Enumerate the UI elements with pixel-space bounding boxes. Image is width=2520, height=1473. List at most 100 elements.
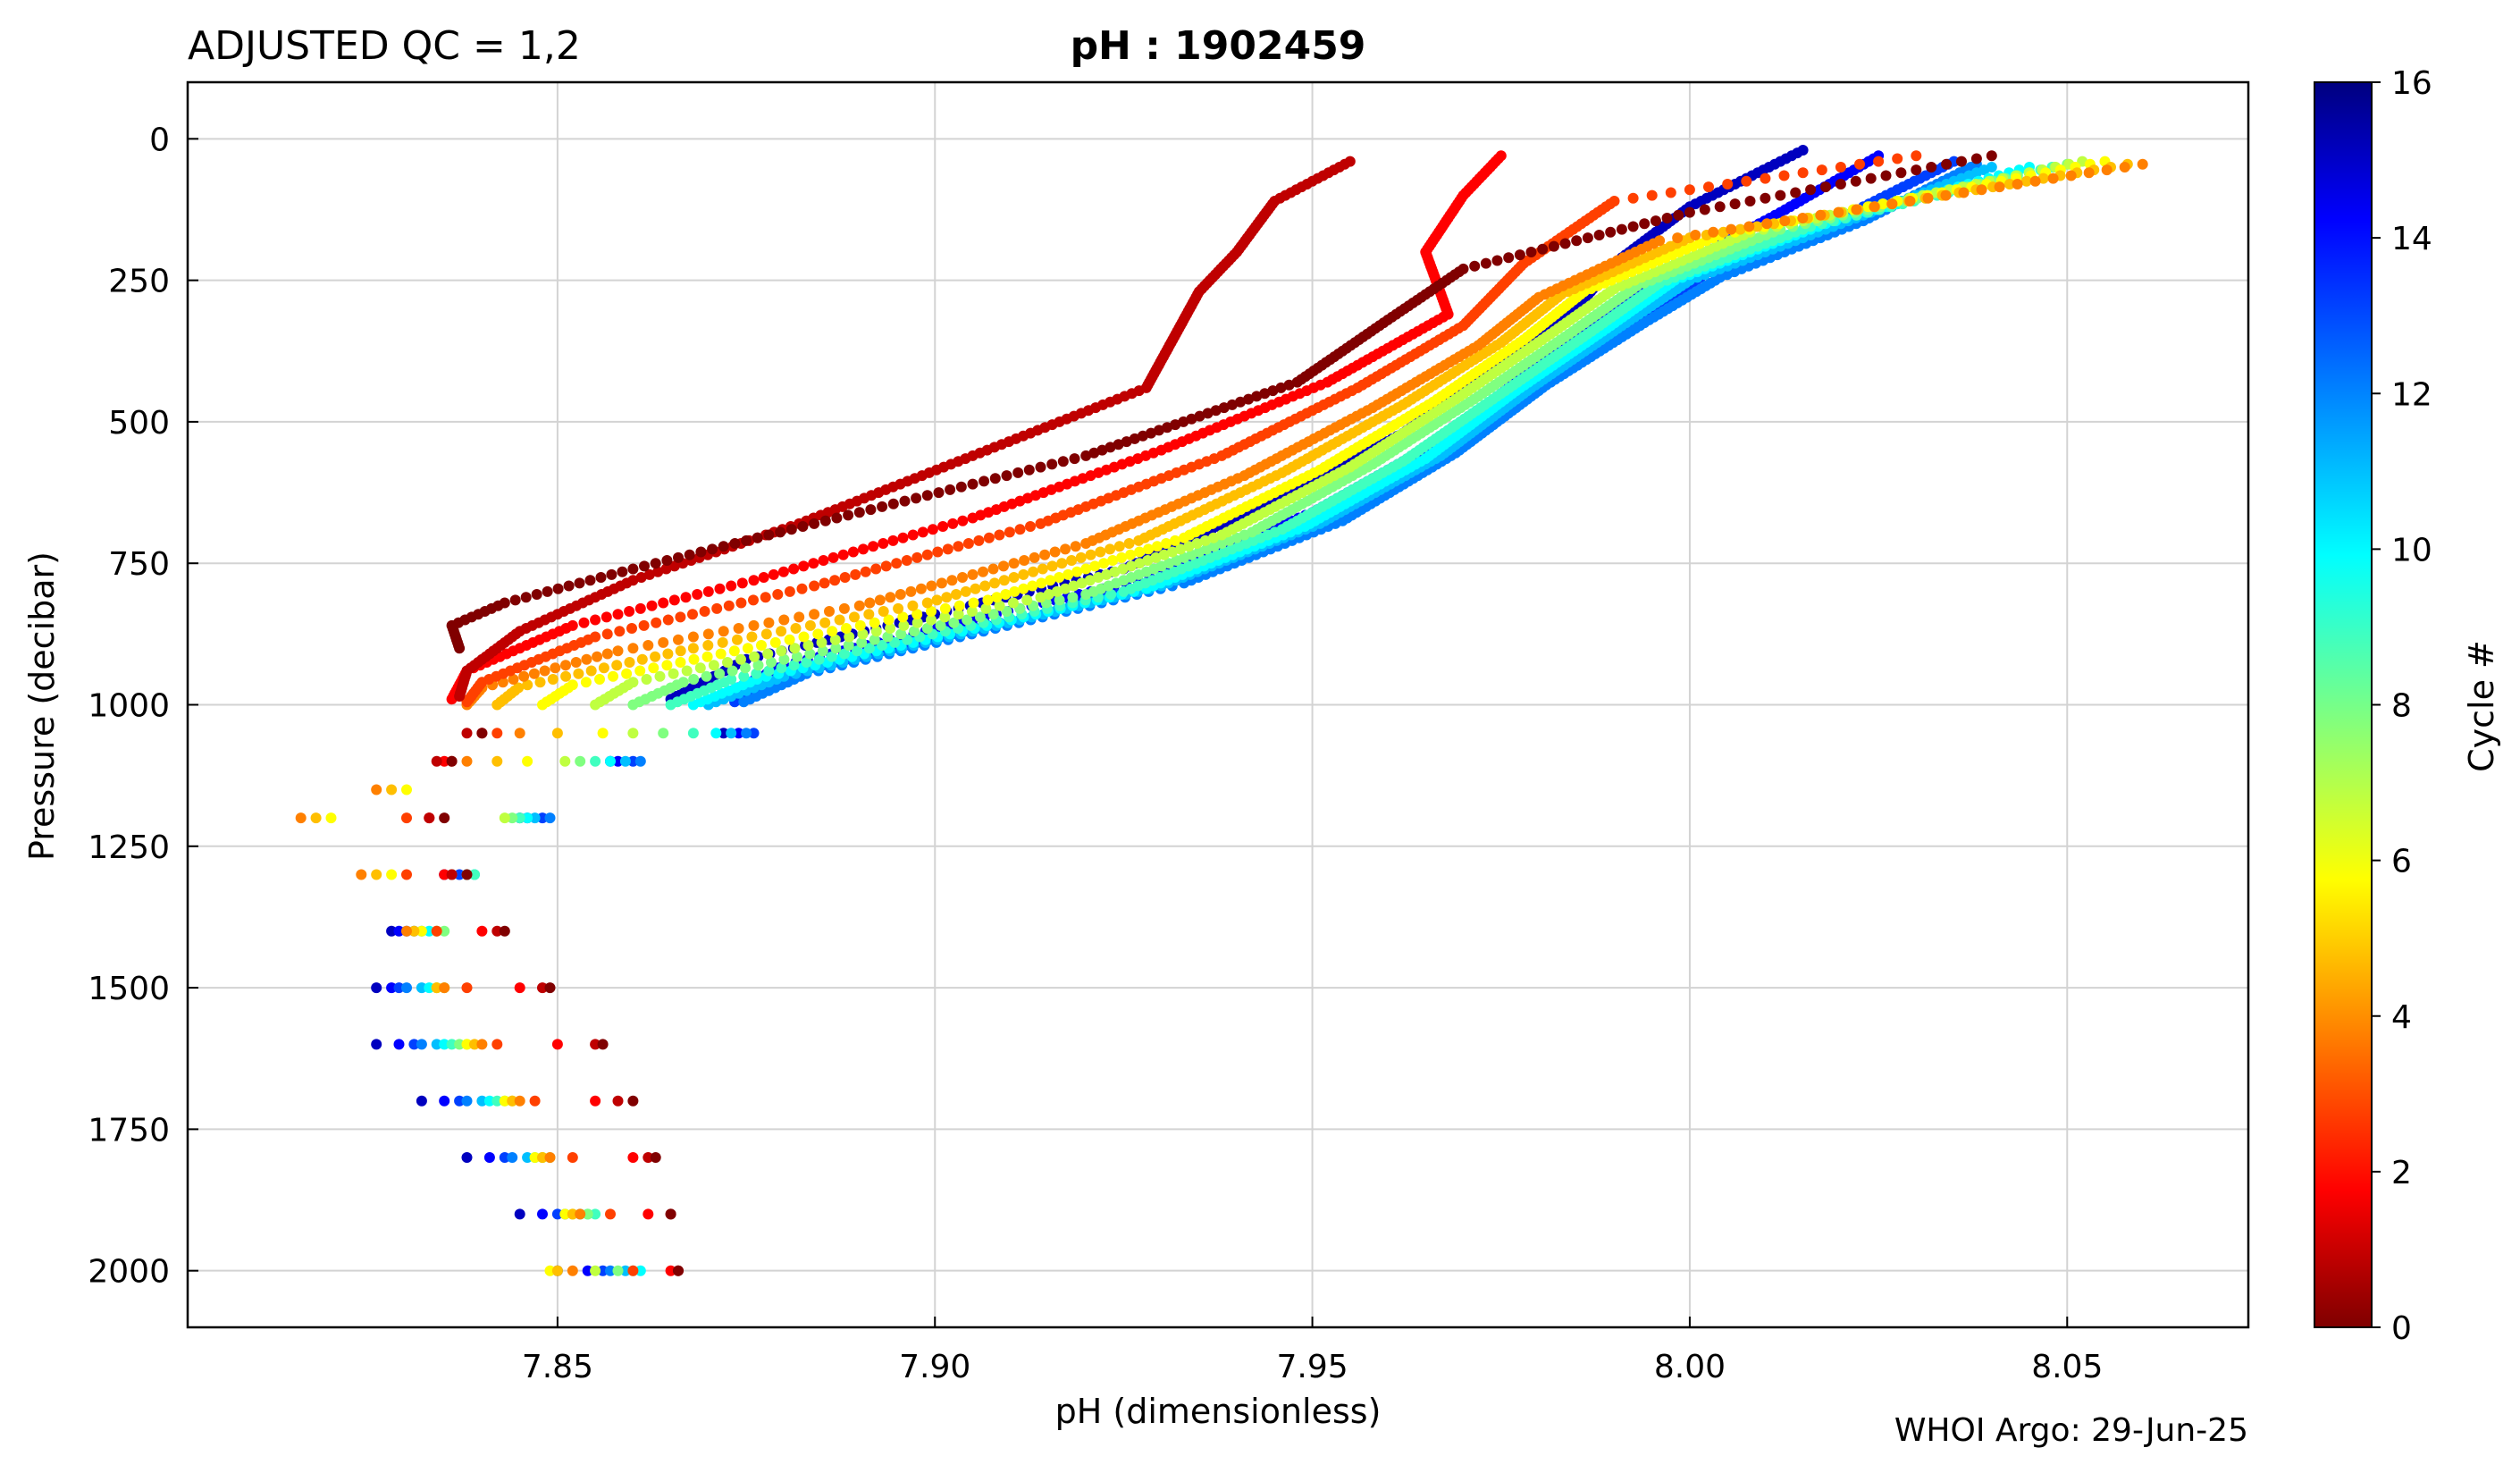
data-point (507, 1095, 518, 1107)
data-point (431, 925, 442, 937)
data-point (991, 592, 1003, 603)
data-point (590, 1039, 601, 1050)
data-point (729, 538, 741, 549)
data-point (446, 755, 458, 767)
data-point (544, 982, 556, 994)
data-point (899, 495, 911, 507)
data-point (1096, 444, 1108, 456)
data-point (578, 617, 590, 628)
colorbar-tick-label: 16 (2391, 65, 2432, 102)
data-point (1699, 204, 1710, 215)
data-point (1684, 206, 1695, 218)
data-point (534, 677, 546, 688)
data-point (424, 982, 435, 994)
data-point (522, 679, 533, 691)
data-point (891, 558, 903, 569)
data-point (711, 602, 723, 614)
data-point (1514, 249, 1525, 261)
data-point (738, 670, 750, 682)
data-point (758, 572, 769, 583)
data-point (2003, 179, 2015, 189)
data-point (592, 651, 603, 662)
data-point (710, 728, 722, 739)
data-point (325, 812, 337, 824)
data-point (827, 626, 838, 637)
data-point (857, 628, 869, 640)
data-point (2029, 175, 2041, 187)
data-point (967, 568, 979, 580)
data-point (1023, 464, 1035, 476)
data-point (1616, 223, 1627, 235)
data-point (1760, 192, 1771, 204)
data-point (537, 699, 548, 711)
data-point (469, 1039, 480, 1050)
x-axis-ticks: 7.85 7.90 7.95 8.00 8.05 (522, 1317, 2103, 1385)
y-tick-label: 1750 (88, 1112, 170, 1149)
data-point (968, 597, 979, 609)
data-point (1729, 198, 1741, 210)
data-point (1491, 255, 1503, 266)
data-point (979, 476, 990, 487)
data-point (371, 982, 382, 994)
data-point (979, 580, 991, 592)
x-tick-label: 8.05 (2031, 1349, 2103, 1385)
data-point (1869, 201, 1880, 213)
data-point (748, 594, 759, 606)
data-point (970, 583, 981, 594)
data-point (567, 1152, 578, 1163)
data-point (955, 481, 967, 492)
data-point (694, 662, 706, 674)
data-point (1080, 563, 1092, 575)
data-point (1851, 204, 1862, 215)
data-point (1161, 538, 1172, 549)
data-point (1105, 543, 1116, 555)
data-point (1235, 396, 1246, 408)
data-point (927, 524, 938, 535)
data-point (567, 1265, 578, 1276)
y-axis-label: Pressure (decibar) (22, 551, 62, 861)
data-point (551, 728, 563, 739)
data-point (939, 611, 951, 623)
data-point (1708, 226, 1719, 238)
data-point (514, 982, 525, 994)
data-point (606, 568, 617, 580)
data-point (518, 670, 530, 682)
data-point (617, 566, 628, 577)
data-point (661, 660, 673, 671)
data-point (1548, 240, 1559, 252)
data-point (778, 653, 790, 665)
data-point (1105, 589, 1117, 600)
data-point (1054, 594, 1065, 606)
data-point (1080, 538, 1092, 549)
data-point (1098, 558, 1110, 569)
data-point (491, 699, 503, 711)
data-point (1926, 162, 1937, 173)
data-point (939, 602, 951, 614)
data-point (673, 1265, 684, 1276)
data-point (612, 645, 624, 657)
data-point (1134, 558, 1146, 569)
data-point (416, 925, 427, 937)
data-point (1014, 524, 1026, 535)
data-point (551, 1208, 563, 1220)
data-point (907, 600, 919, 611)
data-point (1275, 382, 1287, 393)
data-point (371, 869, 382, 880)
data-point (885, 623, 896, 634)
colorbar-ticks: 0 2 4 6 8 10 12 14 16 (2372, 65, 2432, 1347)
data-point (1593, 230, 1605, 240)
data-point (751, 668, 762, 679)
data-point (1000, 589, 1012, 600)
data-point (2020, 175, 2032, 187)
data-point (580, 677, 592, 688)
data-point (559, 1208, 571, 1220)
data-point (356, 869, 367, 880)
data-point (1291, 376, 1303, 388)
data-point (2065, 170, 2077, 181)
data-point (627, 563, 639, 575)
data-point (665, 699, 676, 711)
data-point (461, 728, 473, 739)
data-point (746, 631, 758, 643)
data-point (1243, 393, 1255, 405)
data-point (878, 606, 889, 617)
